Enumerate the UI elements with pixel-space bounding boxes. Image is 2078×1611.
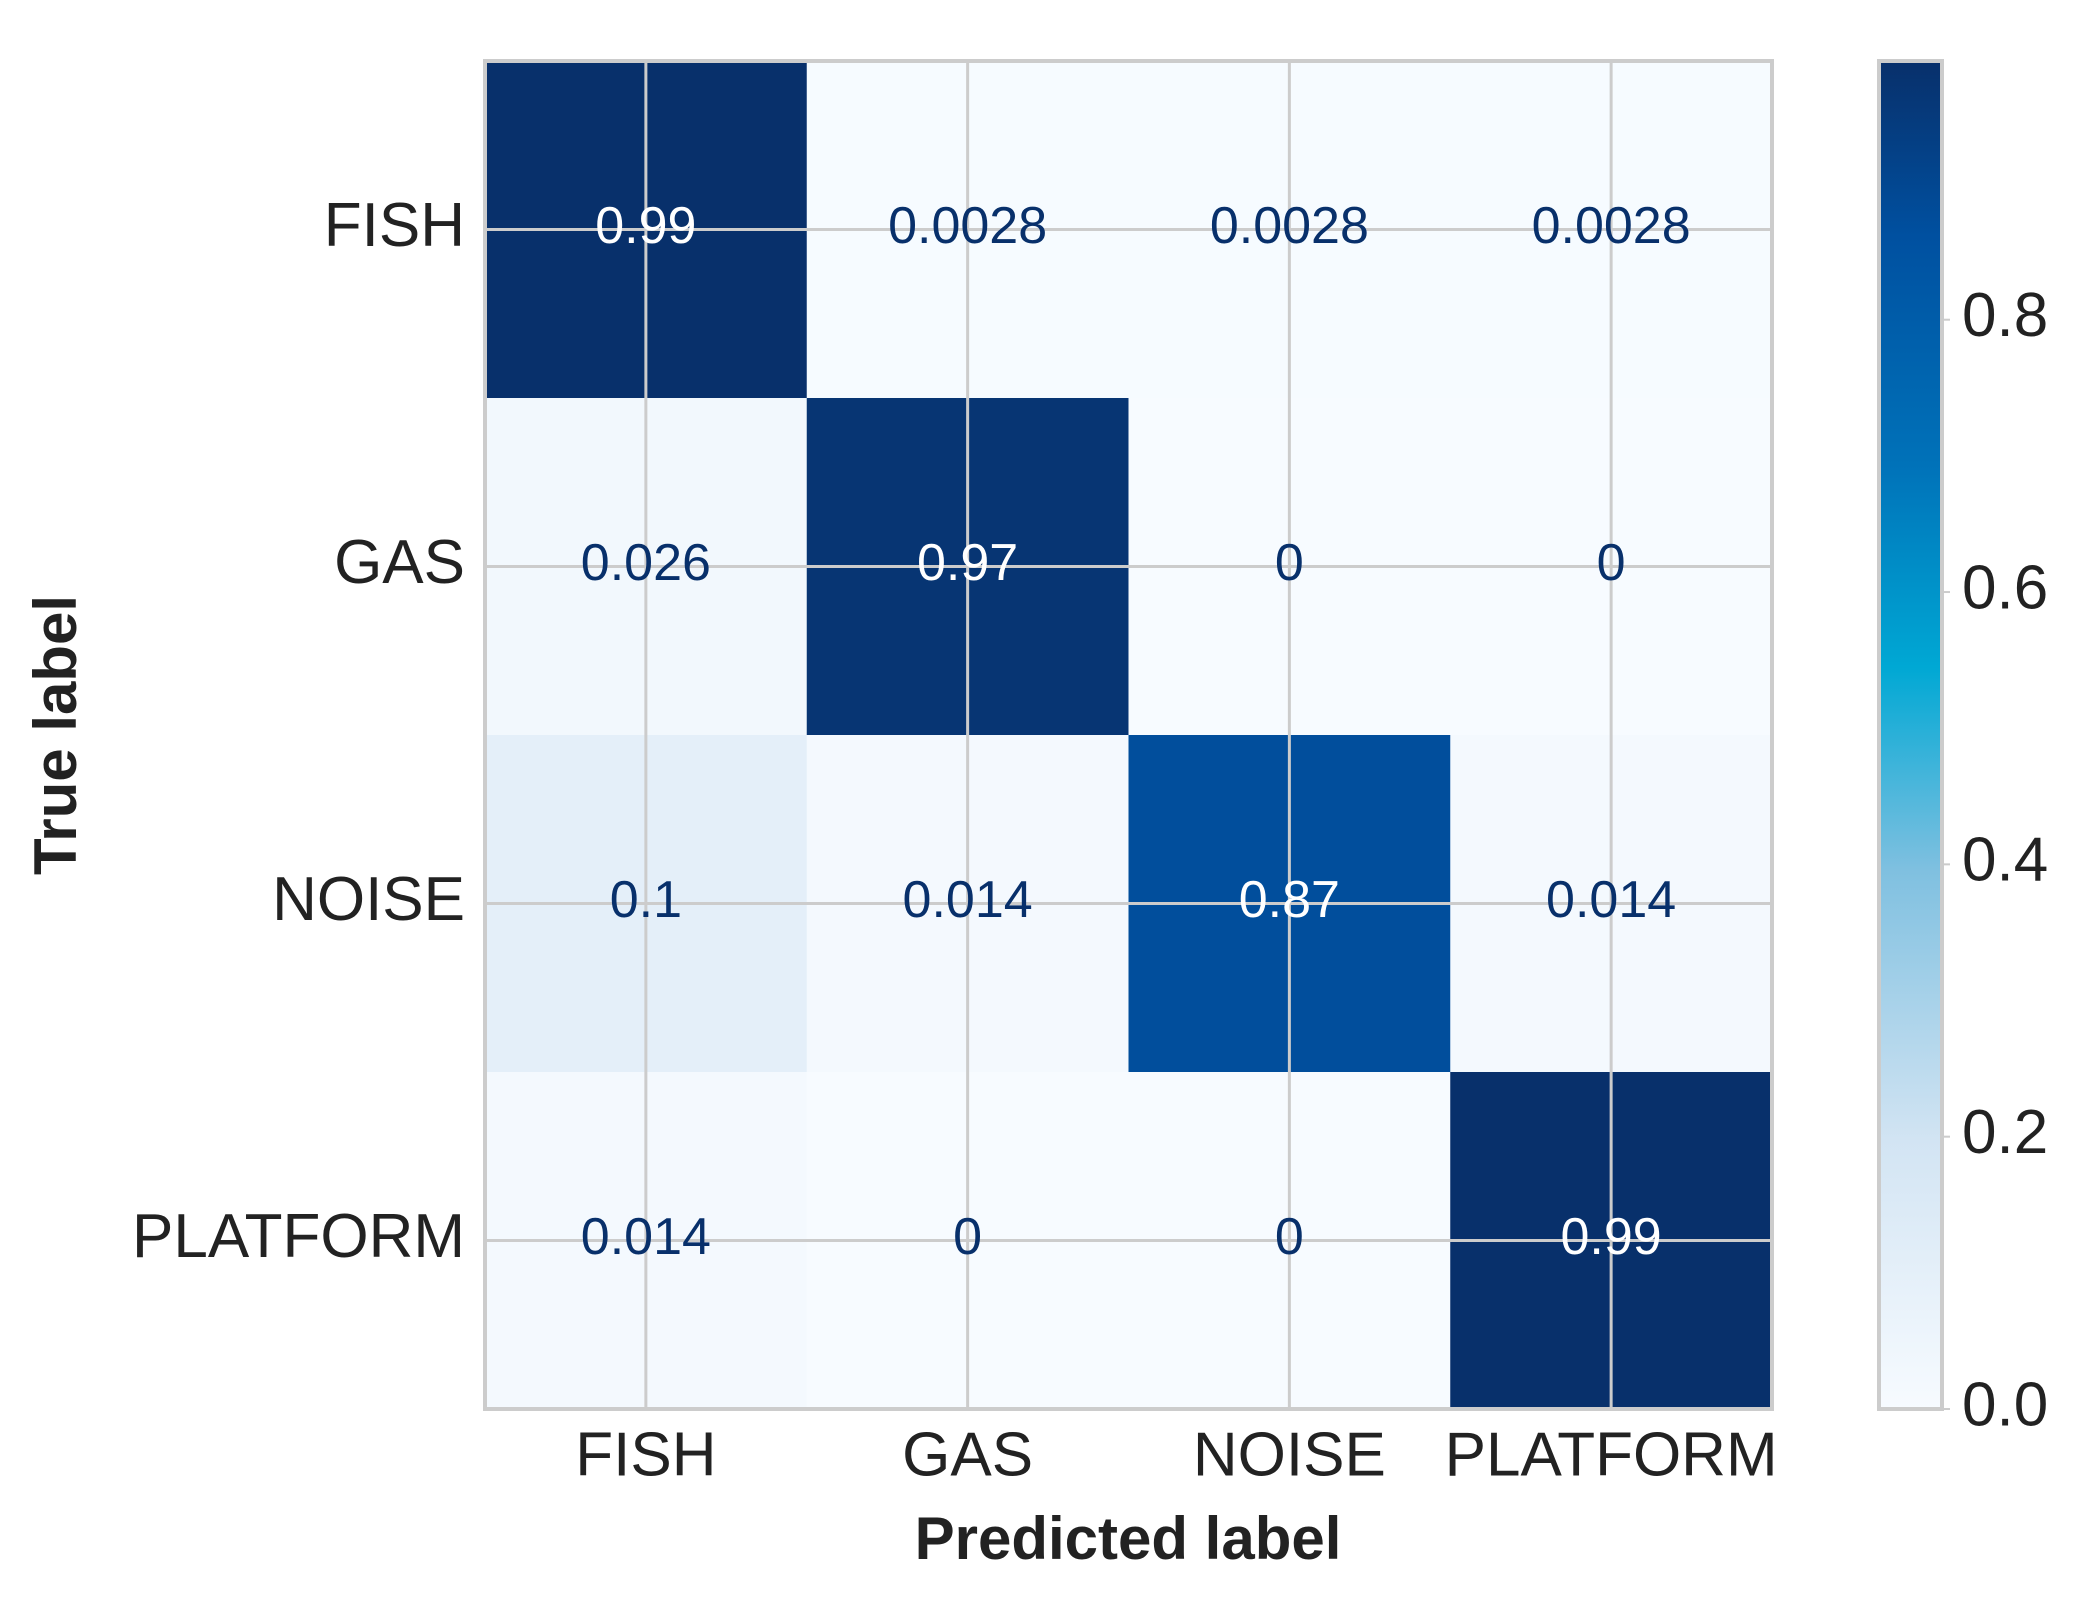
cell-label: 0.026 xyxy=(581,534,711,592)
x-tick-label: PLATFORM xyxy=(1445,1420,1778,1489)
colorbar-tick-label: 0.0 xyxy=(1962,1370,2048,1439)
cell-label: 0 xyxy=(1275,534,1304,592)
cell-label: 0.0028 xyxy=(1532,197,1691,255)
colorbar-tick-label: 0.2 xyxy=(1962,1098,2048,1167)
y-tick-label: NOISE xyxy=(272,865,465,934)
y-tick-label: PLATFORM xyxy=(132,1202,465,1271)
cell-label: 0.99 xyxy=(595,197,696,255)
y-tick-label: GAS xyxy=(334,528,465,597)
x-tick-label: NOISE xyxy=(1193,1420,1386,1489)
colorbar-tick-label: 0.4 xyxy=(1962,826,2048,895)
cell-label: 0.99 xyxy=(1561,1208,1662,1266)
colorbar xyxy=(1877,59,1944,1411)
colorbar-tick-label: 0.6 xyxy=(1962,553,2048,622)
cell-label: 0.0028 xyxy=(1210,197,1369,255)
cell-label: 0.0028 xyxy=(888,197,1047,255)
plot-border xyxy=(483,59,1774,1411)
y-tick-label: FISH xyxy=(324,191,465,260)
cell-label: 0.014 xyxy=(903,871,1033,929)
x-tick-label: GAS xyxy=(902,1420,1033,1489)
cell-label: 0.87 xyxy=(1239,871,1340,929)
cell-label: 0 xyxy=(1275,1208,1304,1266)
cell-label: 0.1 xyxy=(610,871,682,929)
colorbar-tick-label: 0.8 xyxy=(1962,281,2048,350)
y-axis-title: True label xyxy=(22,595,89,875)
cell-label: 0.014 xyxy=(1546,871,1676,929)
cell-label: 0 xyxy=(953,1208,982,1266)
cell-label: 0 xyxy=(1597,534,1626,592)
x-axis-title: Predicted label xyxy=(915,1505,1342,1572)
x-tick-label: FISH xyxy=(575,1420,716,1489)
cell-label: 0.97 xyxy=(917,534,1018,592)
cell-label: 0.014 xyxy=(581,1208,711,1266)
